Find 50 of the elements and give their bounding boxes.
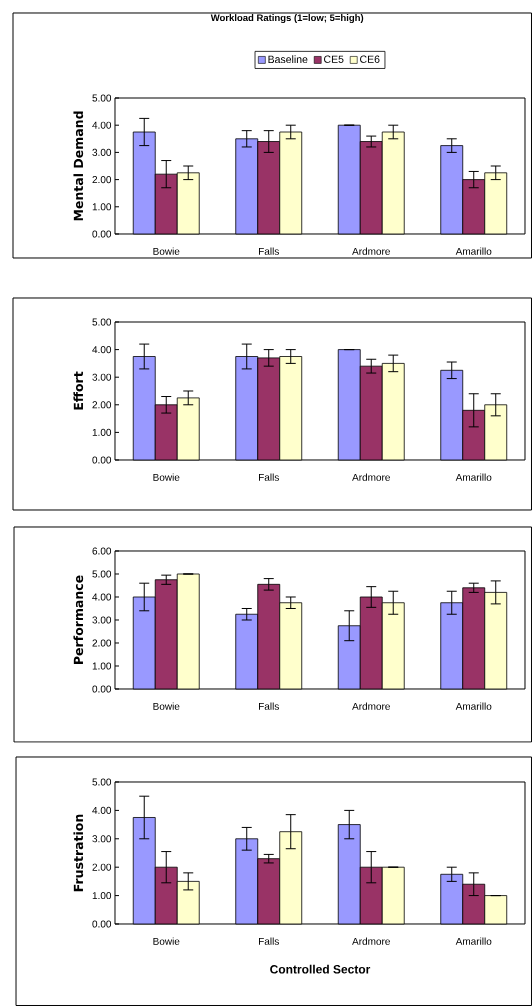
y-tick-label: 0.00 <box>92 685 112 693</box>
y-tick-label: 3.00 <box>92 148 112 156</box>
y-tick-label: 0.00 <box>92 230 112 238</box>
y-tick-label: 3.00 <box>92 835 112 843</box>
x-tick-label: Falls <box>259 937 279 945</box>
y-tick-label: 5.00 <box>92 570 112 578</box>
y-tick-label: 3.00 <box>92 616 112 624</box>
y-tick-label: 4.00 <box>92 806 112 814</box>
y-axis-title: Mental Demand <box>73 111 84 221</box>
y-tick-label: 1.00 <box>92 428 112 436</box>
y-axis-title: Performance <box>73 575 84 664</box>
legend-label: Baseline <box>268 55 308 64</box>
y-tick-label: 0.00 <box>92 920 112 928</box>
x-tick-label: Amarillo <box>455 702 492 710</box>
y-tick-label: 1.00 <box>92 662 112 670</box>
legend-label: CE5 <box>324 55 344 63</box>
y-tick-label: 4.00 <box>92 121 112 129</box>
x-tick-label: Ardmore <box>352 247 390 255</box>
x-tick-label: Falls <box>259 473 279 481</box>
x-tick-label: Ardmore <box>352 702 390 710</box>
x-tick-label: Amarillo <box>455 937 492 945</box>
y-tick-label: 2.00 <box>92 176 112 184</box>
y-tick-label: 3.00 <box>92 373 112 381</box>
x-tick-label: Bowie <box>153 937 180 945</box>
y-tick-label: 0.00 <box>92 456 112 464</box>
x-tick-label: Amarillo <box>455 247 492 255</box>
y-axis-title: Effort <box>73 371 84 410</box>
legend-label: CE6 <box>360 55 380 63</box>
y-tick-label: 5.00 <box>92 318 112 326</box>
y-tick-label: 1.00 <box>92 203 112 211</box>
x-tick-label: Bowie <box>153 702 180 710</box>
x-tick-label: Bowie <box>153 247 180 255</box>
y-tick-label: 2.00 <box>92 401 112 409</box>
y-tick-label: 2.00 <box>92 639 112 647</box>
chart-title: Workload Ratings (1=low; 5=high) <box>210 14 364 24</box>
x-axis-title: Controlled Sector <box>270 964 371 974</box>
y-tick-label: 4.00 <box>92 346 112 354</box>
y-tick-label: 1.00 <box>92 892 112 900</box>
x-tick-label: Amarillo <box>455 473 492 481</box>
y-tick-label: 2.00 <box>92 863 112 871</box>
y-tick-label: 5.00 <box>92 778 112 786</box>
x-tick-label: Ardmore <box>352 473 390 481</box>
y-tick-label: 4.00 <box>92 593 112 601</box>
x-tick-label: Falls <box>259 702 279 710</box>
y-axis-title: Frustration <box>73 814 84 892</box>
y-tick-label: 6.00 <box>92 547 112 555</box>
x-tick-label: Ardmore <box>352 937 390 945</box>
y-tick-label: 5.00 <box>92 94 112 102</box>
x-tick-label: Bowie <box>153 473 180 481</box>
x-tick-label: Falls <box>259 247 279 255</box>
